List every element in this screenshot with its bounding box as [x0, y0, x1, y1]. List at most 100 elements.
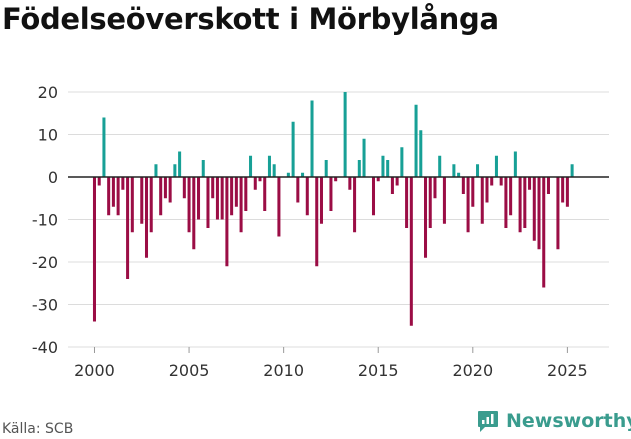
bar: [163, 177, 167, 199]
bar: [528, 177, 532, 190]
y-tick-label: 20: [38, 83, 58, 102]
bar: [201, 160, 205, 177]
bar: [438, 155, 442, 177]
bar: [97, 177, 101, 186]
bar: [390, 177, 394, 194]
x-tick-label: 2005: [169, 361, 210, 380]
x-tick-label: 2010: [263, 361, 304, 380]
bar: [523, 177, 527, 228]
bar: [476, 164, 480, 177]
chart-title: Födelseöverskott i Mörbylånga: [2, 2, 499, 36]
bar: [92, 177, 96, 322]
bar: [126, 177, 130, 279]
bar: [546, 177, 550, 194]
x-tick-label: 2025: [547, 361, 588, 380]
source-label: Källa: SCB: [2, 421, 74, 437]
bar: [442, 177, 446, 224]
bar: [305, 177, 309, 216]
x-axis-tick-labels: 2000 2005 2010 2015 2020 2025: [74, 361, 588, 380]
bar: [315, 177, 319, 267]
bar: [296, 177, 300, 203]
bar: [111, 177, 115, 207]
bar: [215, 177, 219, 220]
bar: [239, 177, 243, 233]
bar: [570, 164, 574, 177]
bar: [409, 177, 413, 326]
y-tick-label: 10: [38, 126, 58, 145]
bar: [542, 177, 546, 288]
newsworthy-brand[interactable]: Newsworthy: [476, 409, 631, 433]
bar: [144, 177, 149, 258]
bar: [220, 177, 224, 220]
bar: [159, 177, 163, 216]
bar: [565, 177, 569, 207]
bar: [310, 100, 314, 177]
bar: [400, 147, 404, 177]
bars: [92, 92, 574, 326]
bar: [348, 177, 352, 190]
bar: [518, 177, 522, 233]
x-tick-label: 2000: [74, 361, 115, 380]
bar: [116, 177, 120, 216]
bar: [433, 177, 437, 199]
bar: [452, 164, 456, 177]
grid-lines: [68, 91, 609, 353]
x-tick-label: 2020: [452, 361, 493, 380]
bar: [291, 121, 295, 177]
bar: [187, 177, 191, 233]
bar: [513, 151, 517, 177]
y-tick-label: 0: [48, 168, 58, 187]
bar: [457, 172, 461, 177]
bar: [173, 164, 177, 177]
bar: [140, 177, 144, 224]
bar: [532, 177, 536, 241]
y-tick-label: -10: [32, 211, 58, 230]
bar: [419, 130, 423, 177]
bar: [537, 177, 541, 250]
bar: [461, 177, 465, 194]
bar: [272, 164, 276, 177]
bar: [263, 177, 267, 211]
newsworthy-logo-icon: [478, 411, 498, 432]
bar: [353, 177, 357, 233]
bar: [494, 155, 498, 177]
bar: [277, 177, 281, 237]
bar: [253, 177, 257, 190]
bar: [107, 177, 111, 216]
bar: [334, 177, 338, 182]
bar: [376, 177, 380, 182]
bar: [499, 177, 503, 186]
bar: [102, 117, 106, 177]
bar: [466, 177, 470, 233]
bar: [178, 151, 182, 177]
bar: [509, 177, 513, 216]
bar: [485, 177, 489, 203]
bar: [225, 177, 229, 267]
bar: [405, 177, 409, 228]
bar: [362, 138, 366, 177]
bar: [206, 177, 210, 228]
bar: [329, 177, 333, 211]
bar: [244, 177, 248, 211]
bar: [130, 177, 134, 233]
bar: [428, 177, 432, 228]
bar: [192, 177, 196, 250]
y-axis-tick-labels: -40 -30 -20 -10 0 10 20: [32, 83, 58, 357]
bar: [561, 177, 565, 203]
bar: [234, 177, 238, 207]
bar: [343, 92, 347, 177]
bar: [395, 177, 399, 186]
bar: [319, 177, 323, 224]
y-tick-label: -30: [32, 296, 58, 315]
y-tick-label: -20: [32, 253, 58, 272]
bar: [490, 177, 494, 186]
bar: [197, 177, 201, 220]
bar: [230, 177, 234, 216]
bar: [381, 155, 385, 177]
bar: [504, 177, 508, 228]
bar: [324, 160, 328, 177]
bar: [121, 177, 125, 190]
bar: [414, 104, 418, 177]
bar: [211, 177, 215, 199]
